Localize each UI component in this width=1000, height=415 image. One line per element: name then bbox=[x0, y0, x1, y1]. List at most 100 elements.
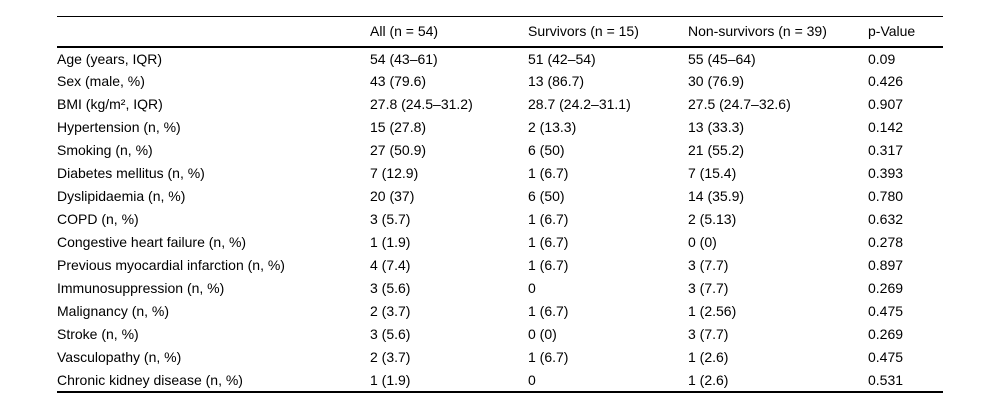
cell-p-value: 0.142 bbox=[868, 119, 904, 135]
cell-non-survivors: 1 (2.6) bbox=[688, 349, 729, 365]
table-row: Age (years, IQR) 54 (43–61) 51 (42–54) 5… bbox=[57, 47, 943, 70]
row-label: Sex (male, %) bbox=[57, 73, 145, 89]
cell-all: 1 (1.9) bbox=[370, 234, 411, 250]
cell-non-survivors: 7 (15.4) bbox=[688, 165, 737, 181]
cell-survivors: 1 (6.7) bbox=[528, 257, 569, 273]
cell-survivors: 2 (13.3) bbox=[528, 119, 577, 135]
row-label: Dyslipidaemia (n, %) bbox=[57, 188, 186, 204]
cell-survivors: 1 (6.7) bbox=[528, 234, 569, 250]
row-label: Hypertension (n, %) bbox=[57, 119, 181, 135]
table-row: Malignancy (n, %) 2 (3.7) 1 (6.7) 1 (2.5… bbox=[57, 300, 943, 323]
cell-p-value: 0.393 bbox=[868, 165, 904, 181]
characteristics-table-container: All (n = 54) Survivors (n = 15) Non-surv… bbox=[57, 16, 943, 393]
cell-all: 3 (5.6) bbox=[370, 280, 411, 296]
cell-all: 15 (27.8) bbox=[370, 119, 427, 135]
cell-survivors: 28.7 (24.2–31.1) bbox=[528, 96, 631, 112]
column-header-empty bbox=[57, 16, 370, 48]
cell-non-survivors: 3 (7.7) bbox=[688, 280, 729, 296]
table-row: Hypertension (n, %) 15 (27.8) 2 (13.3) 1… bbox=[57, 116, 943, 139]
cell-non-survivors: 21 (55.2) bbox=[688, 142, 745, 158]
table-header: All (n = 54) Survivors (n = 15) Non-surv… bbox=[57, 16, 943, 48]
cell-all: 7 (12.9) bbox=[370, 165, 419, 181]
cell-survivors: 51 (42–54) bbox=[528, 50, 596, 67]
cell-non-survivors: 0 (0) bbox=[688, 234, 717, 250]
table-row: Sex (male, %) 43 (79.6) 13 (86.7) 30 (76… bbox=[57, 70, 943, 93]
cell-all: 3 (5.7) bbox=[370, 211, 411, 227]
cell-non-survivors: 27.5 (24.7–32.6) bbox=[688, 96, 791, 112]
table-row: BMI (kg/m², IQR) 27.8 (24.5–31.2) 28.7 (… bbox=[57, 93, 943, 116]
characteristics-table: All (n = 54) Survivors (n = 15) Non-surv… bbox=[57, 16, 943, 393]
column-header-survivors: Survivors (n = 15) bbox=[528, 16, 688, 48]
table-row: Stroke (n, %) 3 (5.6) 0 (0) 3 (7.7) 0.26… bbox=[57, 323, 943, 346]
cell-all: 1 (1.9) bbox=[370, 371, 411, 388]
table-row: COPD (n, %) 3 (5.7) 1 (6.7) 2 (5.13) 0.6… bbox=[57, 208, 943, 231]
table-row: Immunosuppression (n, %) 3 (5.6) 0 3 (7.… bbox=[57, 277, 943, 300]
cell-p-value: 0.278 bbox=[868, 234, 904, 250]
cell-all: 27.8 (24.5–31.2) bbox=[370, 96, 473, 112]
row-label: Malignancy (n, %) bbox=[57, 303, 170, 319]
table-row: Smoking (n, %) 27 (50.9) 6 (50) 21 (55.2… bbox=[57, 139, 943, 162]
row-label: COPD (n, %) bbox=[57, 211, 139, 227]
row-label: Previous myocardial infarction (n, %) bbox=[57, 257, 285, 273]
cell-p-value: 0.269 bbox=[868, 326, 904, 342]
cell-survivors: 1 (6.7) bbox=[528, 303, 569, 319]
cell-all: 2 (3.7) bbox=[370, 303, 411, 319]
row-label: Stroke (n, %) bbox=[57, 326, 139, 342]
cell-p-value: 0.269 bbox=[868, 280, 904, 296]
cell-non-survivors: 30 (76.9) bbox=[688, 73, 745, 89]
cell-all: 3 (5.6) bbox=[370, 326, 411, 342]
row-label: Age (years, IQR) bbox=[57, 50, 163, 67]
table-body: Age (years, IQR) 54 (43–61) 51 (42–54) 5… bbox=[57, 47, 943, 392]
cell-non-survivors: 13 (33.3) bbox=[688, 119, 745, 135]
cell-all: 20 (37) bbox=[370, 188, 415, 204]
cell-all: 43 (79.6) bbox=[370, 73, 427, 89]
cell-p-value: 0.475 bbox=[868, 349, 904, 365]
table-row: Vasculopathy (n, %) 2 (3.7) 1 (6.7) 1 (2… bbox=[57, 346, 943, 369]
table-row: Congestive heart failure (n, %) 1 (1.9) … bbox=[57, 231, 943, 254]
cell-p-value: 0.09 bbox=[868, 50, 896, 67]
row-label: Diabetes mellitus (n, %) bbox=[57, 165, 205, 181]
row-label: BMI (kg/m², IQR) bbox=[57, 96, 163, 112]
cell-p-value: 0.897 bbox=[868, 257, 904, 273]
cell-p-value: 0.475 bbox=[868, 303, 904, 319]
row-label: Immunosuppression (n, %) bbox=[57, 280, 225, 296]
cell-p-value: 0.780 bbox=[868, 188, 904, 204]
cell-non-survivors: 55 (45–64) bbox=[688, 50, 756, 67]
cell-all: 54 (43–61) bbox=[370, 50, 438, 67]
column-header-non-survivors: Non-survivors (n = 39) bbox=[688, 16, 868, 48]
cell-all: 2 (3.7) bbox=[370, 349, 411, 365]
cell-survivors: 0 bbox=[528, 280, 536, 296]
cell-all: 27 (50.9) bbox=[370, 142, 427, 158]
cell-p-value: 0.907 bbox=[868, 96, 904, 112]
table-row: Diabetes mellitus (n, %) 7 (12.9) 1 (6.7… bbox=[57, 162, 943, 185]
cell-all: 4 (7.4) bbox=[370, 257, 411, 273]
cell-non-survivors: 1 (2.56) bbox=[688, 303, 737, 319]
column-header-p-value: p-Value bbox=[868, 16, 943, 48]
row-label: Chronic kidney disease (n, %) bbox=[57, 371, 243, 388]
cell-survivors: 13 (86.7) bbox=[528, 73, 585, 89]
cell-survivors: 6 (50) bbox=[528, 142, 565, 158]
cell-p-value: 0.317 bbox=[868, 142, 904, 158]
row-label: Smoking (n, %) bbox=[57, 142, 153, 158]
cell-p-value: 0.632 bbox=[868, 211, 904, 227]
table-row: Chronic kidney disease (n, %) 1 (1.9) 0 … bbox=[57, 369, 943, 392]
cell-survivors: 1 (6.7) bbox=[528, 211, 569, 227]
cell-non-survivors: 2 (5.13) bbox=[688, 211, 737, 227]
cell-non-survivors: 3 (7.7) bbox=[688, 257, 729, 273]
cell-survivors: 1 (6.7) bbox=[528, 349, 569, 365]
cell-non-survivors: 1 (2.6) bbox=[688, 371, 729, 388]
row-label: Vasculopathy (n, %) bbox=[57, 349, 182, 365]
cell-non-survivors: 14 (35.9) bbox=[688, 188, 745, 204]
cell-non-survivors: 3 (7.7) bbox=[688, 326, 729, 342]
table-row: Dyslipidaemia (n, %) 20 (37) 6 (50) 14 (… bbox=[57, 185, 943, 208]
table-row: Previous myocardial infarction (n, %) 4 … bbox=[57, 254, 943, 277]
cell-p-value: 0.426 bbox=[868, 73, 904, 89]
cell-survivors: 6 (50) bbox=[528, 188, 565, 204]
cell-survivors: 0 (0) bbox=[528, 326, 557, 342]
row-label: Congestive heart failure (n, %) bbox=[57, 234, 247, 250]
header-row: All (n = 54) Survivors (n = 15) Non-surv… bbox=[57, 16, 943, 48]
cell-p-value: 0.531 bbox=[868, 371, 904, 388]
cell-survivors: 0 bbox=[528, 371, 536, 388]
column-header-all: All (n = 54) bbox=[370, 16, 528, 48]
cell-survivors: 1 (6.7) bbox=[528, 165, 569, 181]
